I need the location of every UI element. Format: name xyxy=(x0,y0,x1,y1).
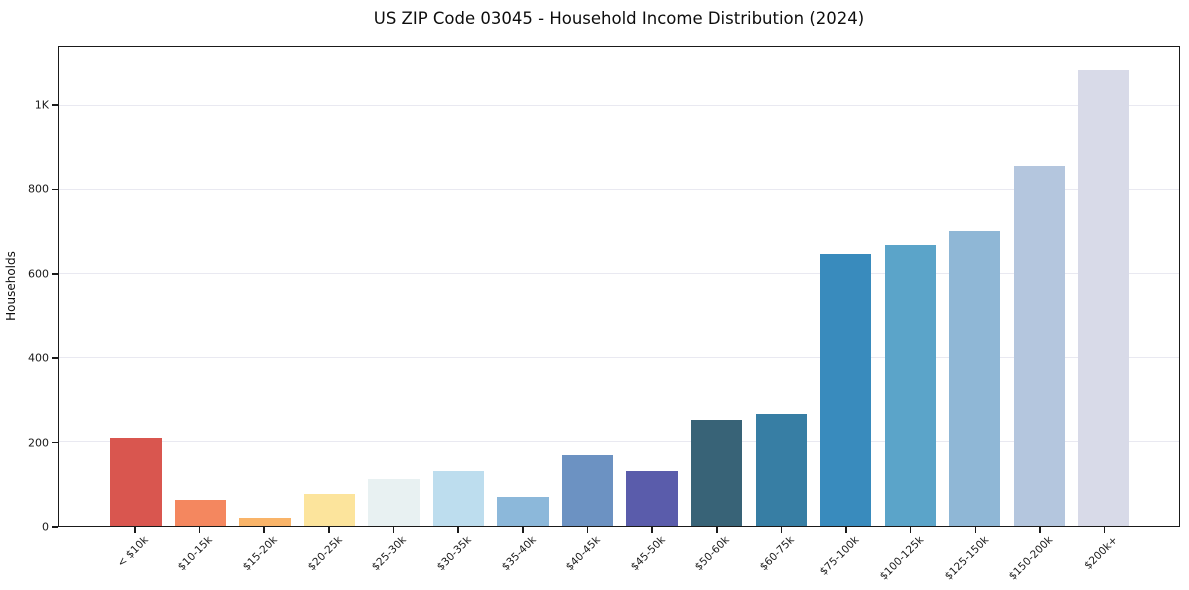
bar xyxy=(691,419,743,526)
bar xyxy=(432,470,485,526)
x-tick-mark xyxy=(522,527,524,533)
bar-slot xyxy=(1007,47,1072,526)
x-tick-mark xyxy=(845,527,847,533)
chart-title: US ZIP Code 03045 - Household Income Dis… xyxy=(373,9,865,28)
y-axis-label: Households xyxy=(4,251,18,321)
x-tick-label: $60-75k xyxy=(757,534,797,574)
x-tick-mark xyxy=(263,527,266,533)
bar-slot xyxy=(620,47,685,526)
bar-slot xyxy=(1071,47,1136,526)
y-tick-label: 0 xyxy=(42,520,49,534)
bar-slot xyxy=(362,47,427,526)
plot-area xyxy=(58,46,1180,527)
bar xyxy=(755,414,807,526)
gridline xyxy=(59,440,1179,442)
x-tick-mark xyxy=(198,527,201,533)
bar xyxy=(497,496,549,526)
y-tick-label: 400 xyxy=(28,351,49,365)
y-tick-mark xyxy=(52,104,58,106)
bar xyxy=(561,454,614,526)
x-tick-mark xyxy=(715,527,718,533)
x-tick-label: $200k+ xyxy=(1082,534,1121,572)
x-tick-label: $100-125k xyxy=(877,534,927,583)
bar-slot xyxy=(878,47,943,526)
bar xyxy=(239,518,291,526)
y-tick-label: 600 xyxy=(28,267,49,281)
x-tick-label: $25-30k xyxy=(369,534,410,574)
gridline xyxy=(59,104,1179,106)
x-tick-mark xyxy=(586,527,589,533)
x-tick-label: $35-40k xyxy=(499,534,539,574)
bar xyxy=(174,499,227,526)
x-tick-mark xyxy=(457,527,459,533)
x-tick-mark xyxy=(1103,527,1106,533)
x-tick-label: $45-50k xyxy=(628,534,668,574)
x-tick-label: $20-25k xyxy=(305,534,345,574)
x-tick-mark xyxy=(392,527,395,533)
x-tick-mark xyxy=(780,527,783,533)
bar-slot xyxy=(297,47,362,526)
bar xyxy=(626,470,678,526)
gridlines xyxy=(59,47,1179,526)
y-tick-mark xyxy=(52,188,58,191)
bar xyxy=(1078,69,1130,526)
x-tick-label: $75-100k xyxy=(817,534,862,578)
bar xyxy=(110,437,162,526)
x-tick-label: $10-15k xyxy=(176,534,216,574)
bar xyxy=(820,254,872,526)
y-tick-mark xyxy=(52,273,58,275)
gridline xyxy=(59,272,1179,274)
bar-slot xyxy=(104,47,169,526)
x-tick-label: $50-60k xyxy=(693,534,733,574)
bar xyxy=(303,493,356,526)
y-tick-mark xyxy=(52,526,58,528)
bar-slot xyxy=(942,47,1007,526)
bars-container xyxy=(104,47,1136,526)
x-tick-label: $125-150k xyxy=(942,534,991,583)
y-tick-label: 200 xyxy=(28,436,49,450)
y-tick-mark xyxy=(52,441,58,444)
y-tick-mark xyxy=(52,357,58,360)
bar xyxy=(1013,165,1065,526)
bar-slot xyxy=(491,47,556,526)
y-tick-label: 800 xyxy=(28,182,49,196)
x-tick-mark xyxy=(134,527,136,533)
x-tick-label: $40-45k xyxy=(563,534,603,574)
x-tick-mark xyxy=(328,527,330,533)
x-tick-label: $30-35k xyxy=(434,534,474,574)
x-tick-label: < $10k xyxy=(114,534,151,570)
bar-slot xyxy=(813,47,878,526)
bar xyxy=(884,245,936,526)
gridline xyxy=(59,188,1179,190)
y-tick-label: 1K xyxy=(34,98,49,112)
bar-slot xyxy=(233,47,298,526)
x-tick-mark xyxy=(909,527,912,533)
x-tick-mark xyxy=(651,527,653,533)
bar-slot xyxy=(555,47,620,526)
bar-slot xyxy=(749,47,814,526)
gridline xyxy=(59,356,1179,358)
x-tick-mark xyxy=(1039,527,1041,533)
bar xyxy=(949,231,1001,526)
x-tick-label: $15-20k xyxy=(240,534,280,574)
bar-slot xyxy=(426,47,491,526)
bar-slot xyxy=(684,47,749,526)
bar xyxy=(368,478,420,526)
bar-slot xyxy=(168,47,233,526)
x-tick-label: $150-200k xyxy=(1006,534,1056,583)
x-tick-mark xyxy=(974,527,977,533)
